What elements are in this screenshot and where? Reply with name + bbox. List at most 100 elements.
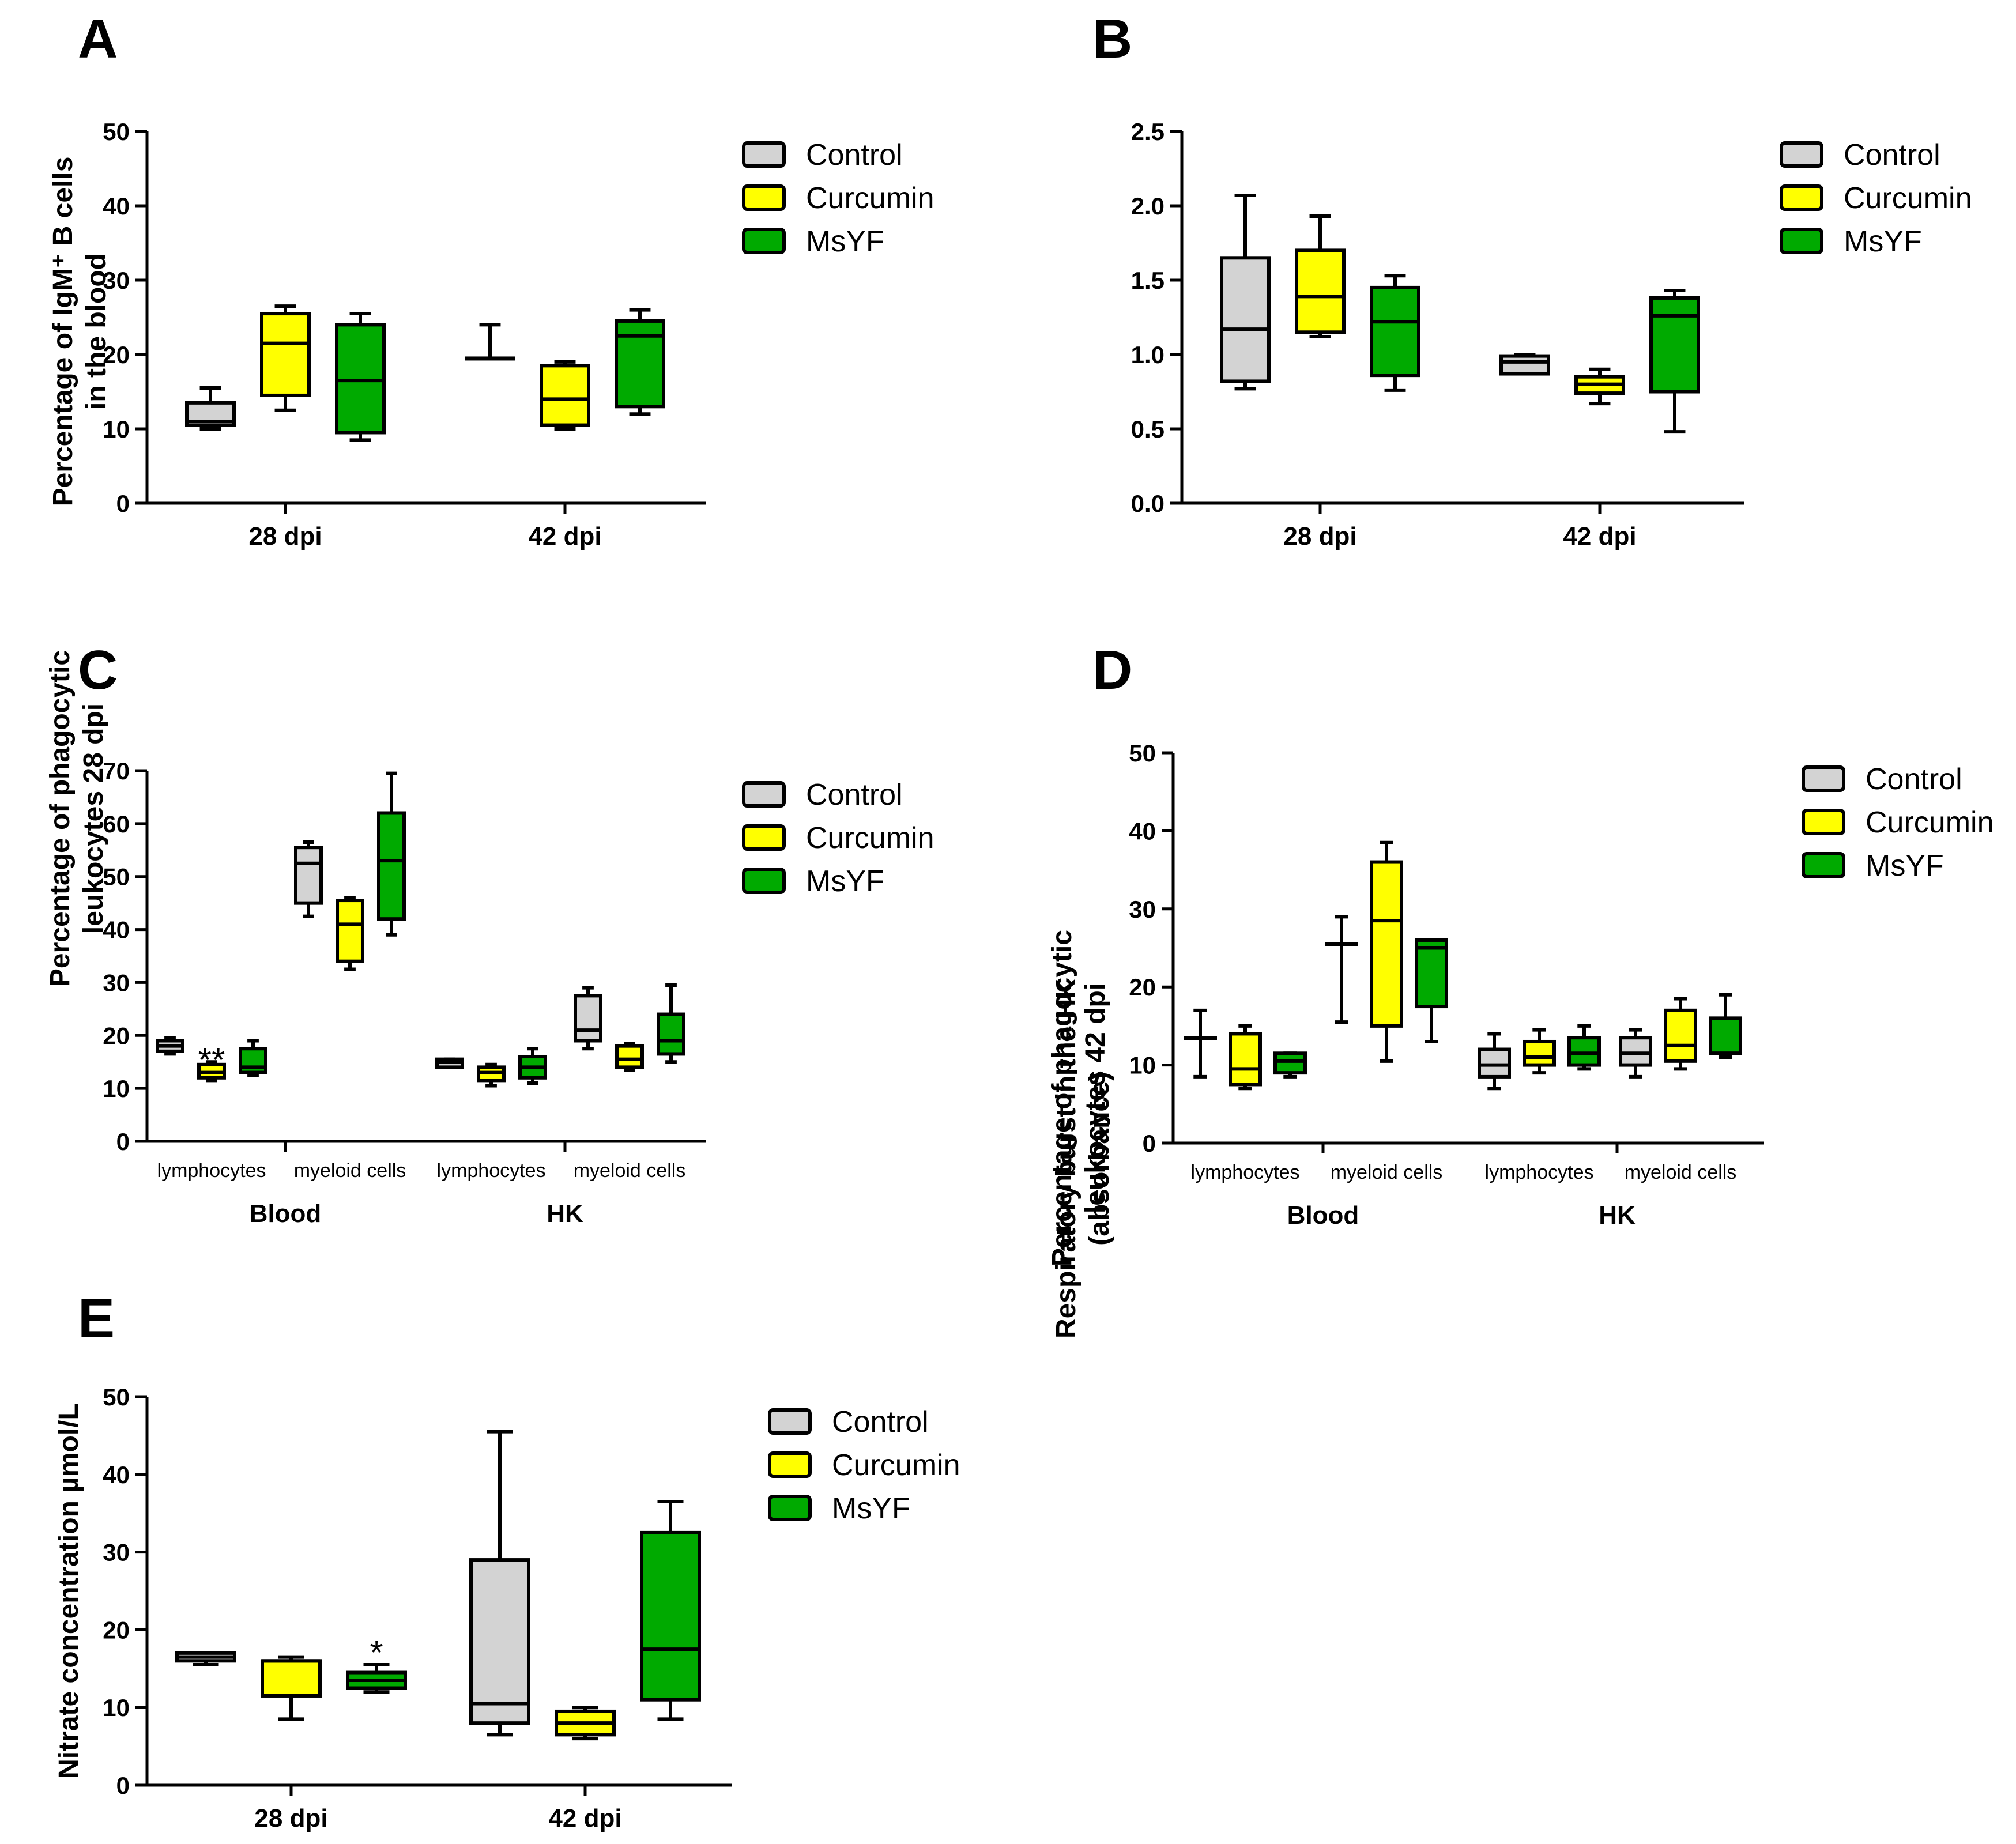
y-tick-label: 40 (103, 193, 130, 220)
box-control (465, 323, 515, 361)
box-iqr (294, 846, 323, 905)
box-iqr (1649, 296, 1700, 394)
y-axis-label-line: Nitrate concentration µmol/L (54, 1403, 84, 1779)
box-iqr (261, 1659, 322, 1698)
box-iqr (640, 1530, 701, 1702)
y-axis-label-line: Percentage of phagocytic (1047, 930, 1077, 1266)
box-curcumin (261, 1655, 322, 1721)
legend-label: Control (806, 778, 903, 812)
box-control (175, 1651, 236, 1667)
x-category-label: 42 dpi (548, 1804, 621, 1832)
legend-swatch (1780, 141, 1823, 168)
legend-label: Curcumin (1844, 182, 1972, 215)
box-msyf (1370, 274, 1420, 392)
box-msyf (1415, 938, 1448, 1043)
legend-swatch (742, 184, 786, 211)
legend: Control Curcumin MsYF (768, 1405, 960, 1525)
x-category-label: Blood (1287, 1201, 1359, 1230)
panel-letter: B (1092, 8, 1132, 70)
chart-panel-A: A 0 10 20 30 40 50 Percentage of IgM⁺ B cells in… (48, 8, 934, 550)
x-category-label: HK (1599, 1201, 1636, 1230)
y-axis-label-line: in the blood (81, 253, 112, 410)
y-tick-label: 2.0 (1131, 193, 1165, 220)
box-control (1499, 353, 1550, 376)
y-tick-label: 0.0 (1131, 490, 1165, 517)
y-axis-label-line: leukocytes 28 dpi (78, 703, 109, 934)
box-iqr (615, 319, 665, 409)
y-tick-label: 30 (103, 267, 130, 294)
y-tick-label: 0.5 (1131, 416, 1165, 443)
box-iqr (1229, 1032, 1262, 1087)
y-tick-label: 0 (116, 1772, 130, 1799)
box-iqr (540, 364, 590, 427)
legend-swatch (1780, 228, 1823, 254)
box-iqr (335, 323, 386, 435)
x-category-label: Blood (250, 1200, 322, 1228)
y-axis-label-line: Percentage of IgM⁺ B cells (48, 157, 78, 507)
legend-label: MsYF (806, 225, 884, 258)
box-iqr (1664, 1008, 1697, 1063)
y-tick-label: 30 (1129, 896, 1156, 923)
box-iqr (1370, 285, 1420, 378)
panel-letter: D (1092, 639, 1132, 701)
legend-swatch (1802, 765, 1845, 792)
y-tick-label: 1.0 (1131, 341, 1165, 368)
chart-panel-D: D 0 10 20 30 40 50 Percentage of phagocytic leuk… (1047, 639, 1994, 1266)
box-msyf (377, 771, 406, 937)
box-iqr (1220, 256, 1271, 383)
box-msyf (1273, 1051, 1307, 1079)
y-axis-label: Nitrate concentration µmol/L (54, 1403, 84, 1779)
box-msyf (518, 1047, 547, 1085)
legend: Control Curcumin MsYF (1802, 763, 1994, 883)
y-tick-label: 20 (103, 341, 130, 368)
x-subcategory-label: myeloid cells (1331, 1162, 1443, 1183)
legend-label: Curcumin (806, 182, 934, 215)
box-iqr (1499, 354, 1550, 376)
y-tick-label: 50 (1129, 740, 1156, 767)
y-tick-label: 10 (103, 1075, 130, 1102)
x-subcategory-label: lymphocytes (1485, 1162, 1594, 1183)
legend-swatch (768, 1451, 812, 1478)
y-tick-label: 60 (103, 810, 130, 838)
x-category-label: 28 dpi (1283, 522, 1356, 550)
box-control (1220, 193, 1271, 391)
chart-panel-B: B 0.0 0.5 1.0 1.5 2.0 2.5 Respiratory burst in … (1051, 8, 1972, 1338)
y-tick-label: 1.5 (1131, 267, 1165, 294)
box-control (185, 386, 236, 431)
y-axis-label: Percentage of phagocytic leukocytes 42 dp… (1047, 930, 1111, 1266)
box-curcumin (555, 1706, 616, 1741)
legend-swatch (742, 141, 786, 168)
legend-label: MsYF (806, 865, 884, 898)
legend-swatch (742, 868, 786, 894)
box-iqr (1567, 1036, 1601, 1067)
box-curcumin (1574, 367, 1625, 406)
box-iqr (336, 899, 364, 963)
legend-swatch (742, 228, 786, 254)
box-curcumin (1295, 214, 1346, 339)
y-axis-label-line: (absorbance) (1084, 1072, 1115, 1245)
box-curcumin (336, 896, 364, 971)
box-iqr (1295, 248, 1346, 334)
panel-letter: A (78, 8, 118, 70)
y-axis-label: Percentage of phagocytic leukocytes 28 dp… (45, 650, 109, 987)
box-iqr (1415, 938, 1448, 1009)
x-subcategory-label: myeloid cells (574, 1160, 686, 1182)
box-control (1619, 1028, 1652, 1079)
y-tick-label: 70 (103, 757, 130, 785)
y-tick-label: 20 (1129, 974, 1156, 1001)
box-curcumin (1664, 997, 1697, 1071)
box-curcumin (260, 304, 311, 412)
box-curcumin (197, 1060, 226, 1083)
x-subcategory-label: myeloid cells (1625, 1162, 1737, 1183)
box-control (1478, 1032, 1511, 1091)
box-curcumin (1523, 1028, 1556, 1075)
y-axis-label-line: leukocytes 42 dpi (1080, 983, 1111, 1213)
x-subcategory-label: myeloid cells (294, 1160, 406, 1182)
box-iqr (377, 811, 406, 921)
box-iqr (574, 994, 602, 1043)
x-category-label: 28 dpi (254, 1804, 327, 1832)
box-control (1325, 915, 1358, 1024)
box-iqr (260, 312, 311, 397)
y-tick-label: 40 (103, 1461, 130, 1488)
